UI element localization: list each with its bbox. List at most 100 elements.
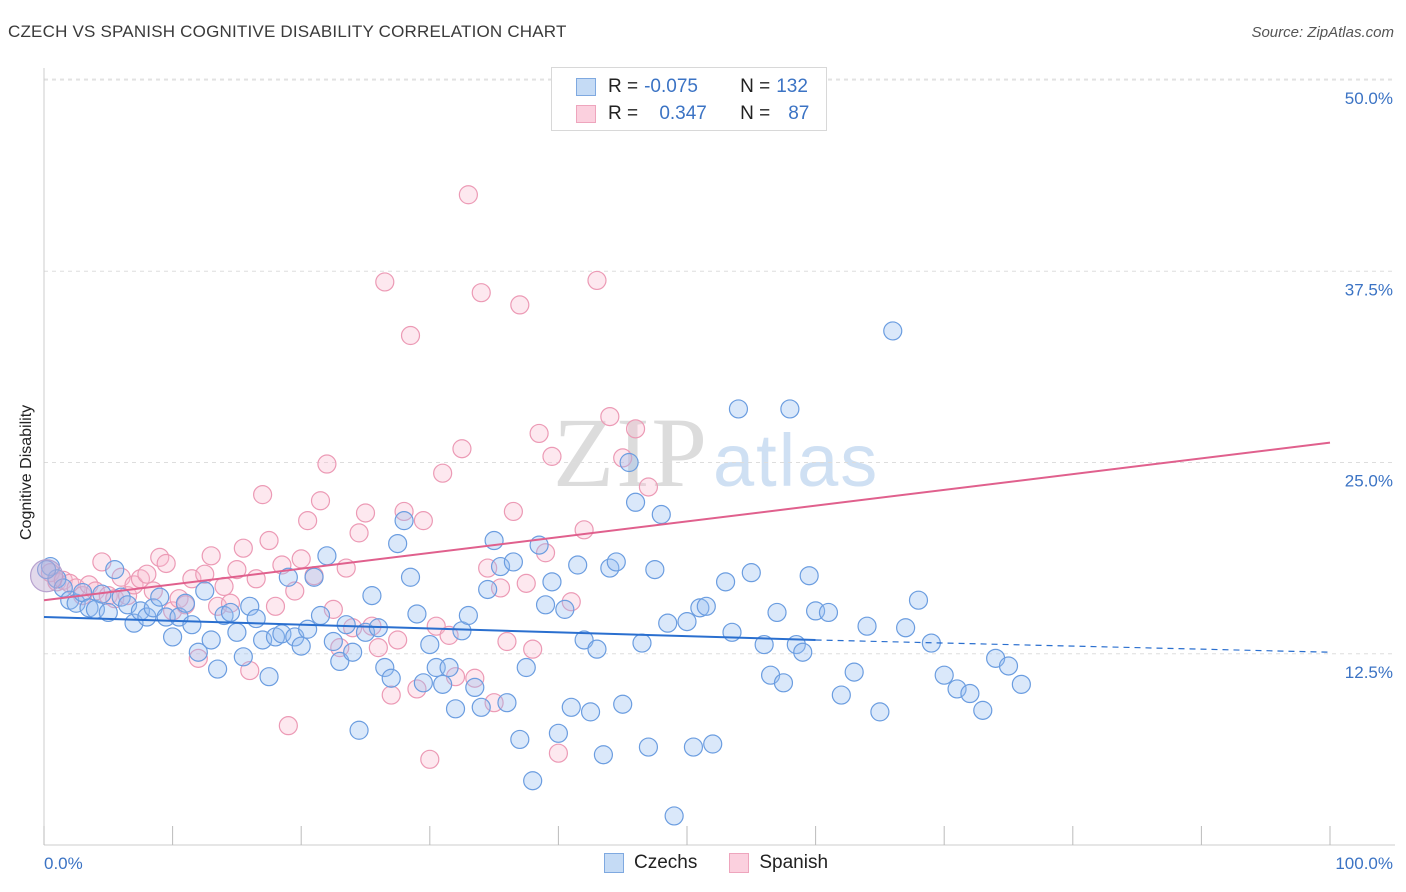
- czechs-point: [715, 572, 736, 592]
- spanish-point: [355, 503, 376, 523]
- czechs-point: [658, 613, 678, 633]
- czechs-point: [793, 642, 813, 662]
- origin-cluster-point: [29, 559, 64, 593]
- spanish-point: [548, 743, 569, 763]
- y-tick-label: 12.5%: [1345, 663, 1393, 682]
- czechs-point: [182, 615, 202, 635]
- czechs-point: [323, 631, 343, 652]
- bottom-legend-label-spanish: Spanish: [759, 852, 829, 873]
- czechs-point: [388, 533, 408, 554]
- spanish-point: [574, 520, 594, 540]
- czechs-point: [561, 697, 581, 717]
- czechs-point: [651, 504, 671, 525]
- czechs-point: [310, 605, 331, 626]
- x-tick-label: 100.0%: [1335, 854, 1393, 873]
- y-tick-label: 25.0%: [1345, 472, 1393, 491]
- spanish-point: [471, 283, 491, 303]
- czechs-point: [998, 656, 1019, 676]
- czechs-point: [439, 657, 459, 678]
- czechs-point: [105, 559, 125, 580]
- spanish-trend-line: [43, 441, 1331, 602]
- czechs-point: [587, 639, 607, 659]
- czechs-point: [349, 720, 369, 740]
- spanish-point: [510, 295, 530, 315]
- czechs-point: [201, 630, 221, 650]
- czechs-point: [465, 677, 485, 698]
- czechs-point: [458, 605, 478, 626]
- bottom-legend-swatch-czechs: [604, 853, 624, 873]
- czechs-point: [362, 586, 382, 606]
- czechs-point: [1011, 674, 1031, 694]
- czechs-point: [542, 572, 562, 592]
- czechs-point: [497, 693, 517, 713]
- legend-swatch-czechs: [576, 78, 596, 96]
- spanish-point: [156, 553, 176, 574]
- czechs-point: [220, 602, 241, 623]
- legend-row-czechs: R = -0.075 N = 132: [576, 74, 808, 100]
- czechs-point: [870, 702, 890, 722]
- spanish-point: [535, 543, 556, 563]
- bottom-legend-swatch-spanish: [729, 853, 750, 873]
- czechs-point: [278, 567, 298, 587]
- czechs-point: [593, 745, 614, 765]
- czechs-point: [555, 599, 575, 619]
- czechs-point: [304, 567, 324, 587]
- czechs-point: [343, 642, 363, 662]
- czechs-point: [677, 612, 697, 632]
- legend-n-czechs: 132: [776, 76, 808, 97]
- czechs-point: [490, 556, 511, 577]
- czechs-point: [233, 647, 253, 667]
- czechs-point: [433, 674, 453, 694]
- legend-n-label: N =: [740, 76, 771, 97]
- czechs-point: [150, 587, 170, 607]
- spanish-point: [195, 564, 215, 584]
- czechs-point: [445, 699, 466, 719]
- spanish-point: [413, 511, 433, 531]
- czechs-point: [683, 737, 704, 757]
- czechs-point: [259, 667, 279, 687]
- czechs-point: [510, 729, 530, 750]
- spanish-point: [368, 638, 388, 658]
- spanish-point: [452, 439, 472, 459]
- czechs-point: [291, 636, 311, 656]
- spanish-point: [317, 454, 337, 474]
- spanish-point: [400, 325, 421, 346]
- czechs-point: [613, 694, 633, 714]
- czechs-point: [175, 593, 196, 613]
- czechs-point: [246, 608, 266, 629]
- czechs-point: [163, 627, 183, 647]
- czechs-point: [960, 683, 980, 704]
- czechs-point: [568, 555, 588, 575]
- spanish-point: [375, 272, 395, 292]
- spanish-point: [638, 477, 659, 497]
- czechs-trend-line: [43, 616, 816, 641]
- spanish-point: [433, 463, 453, 483]
- chart-title: CZECH VS SPANISH COGNITIVE DISABILITY CO…: [8, 22, 567, 41]
- spanish-point: [561, 592, 581, 612]
- czechs-point: [66, 593, 86, 613]
- spanish-point: [253, 485, 273, 505]
- x-tick-label: 0.0%: [44, 854, 83, 873]
- czechs-point: [632, 633, 652, 653]
- czechs-point: [857, 616, 877, 636]
- spanish-point: [188, 648, 208, 668]
- czechs-point: [703, 734, 723, 754]
- spanish-point: [516, 573, 536, 593]
- czechs-point: [420, 634, 440, 655]
- czechs-point: [896, 618, 916, 638]
- czechs-point: [934, 665, 954, 685]
- spanish-point: [523, 639, 543, 659]
- bottom-legend-spanish: Spanish: [729, 852, 828, 874]
- czechs-point: [188, 642, 208, 662]
- czechs-point: [208, 659, 228, 679]
- legend: R = -0.075 N = 132 R = 0.347 N = 87: [551, 67, 827, 131]
- legend-swatch-spanish: [576, 105, 596, 123]
- czechs-point: [394, 511, 414, 531]
- spanish-point: [625, 419, 646, 439]
- czechs-point: [484, 530, 504, 551]
- spanish-point: [349, 523, 369, 543]
- czechs-point: [375, 657, 395, 678]
- czechs-point: [195, 581, 215, 601]
- czechs-point: [754, 634, 774, 655]
